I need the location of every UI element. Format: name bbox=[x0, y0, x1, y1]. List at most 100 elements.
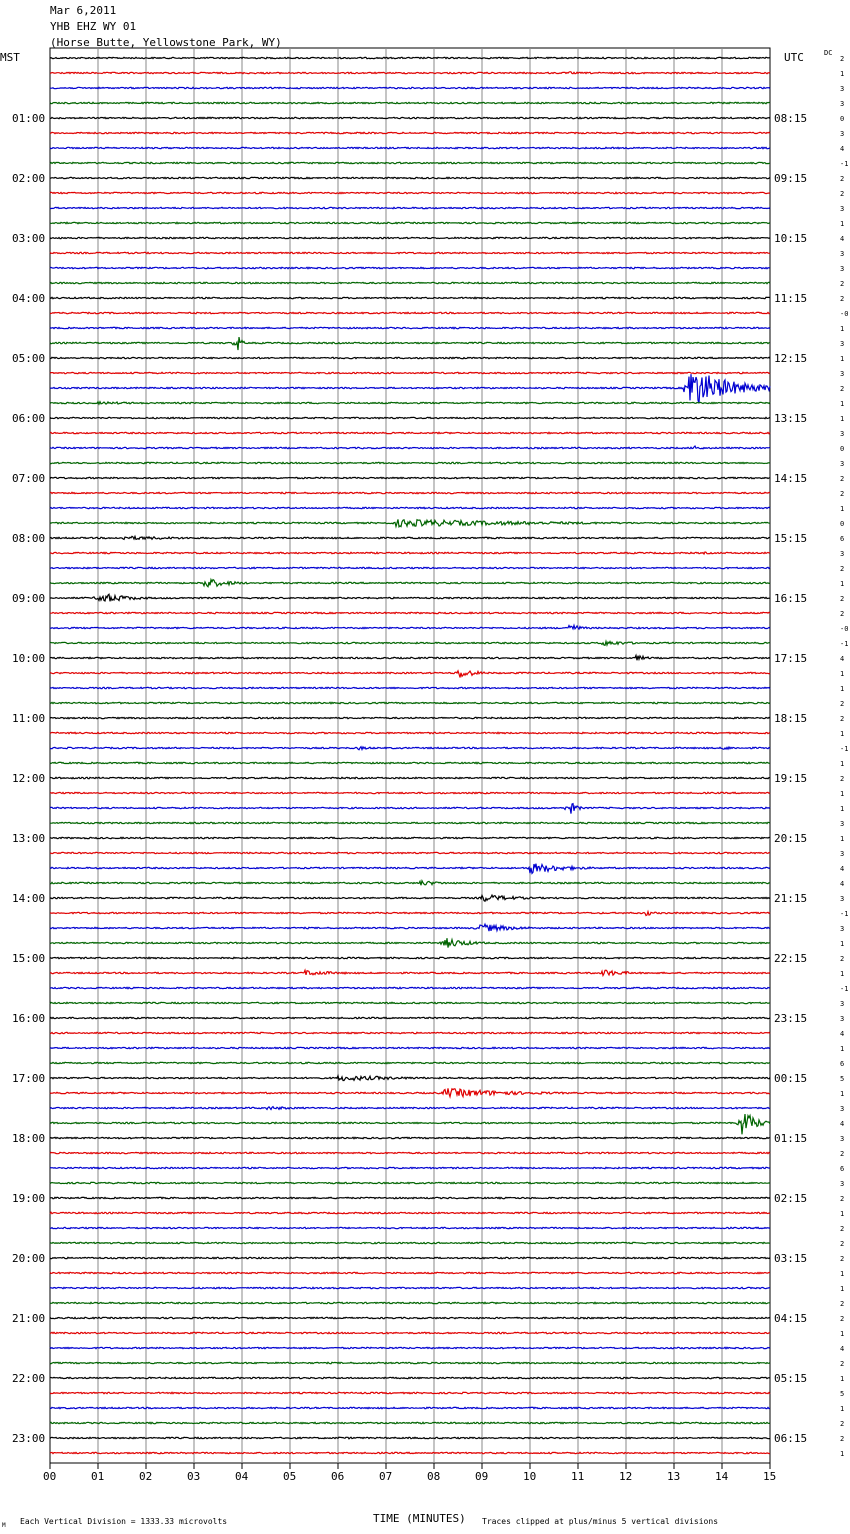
utc-hour-label: 04:15 bbox=[774, 1312, 807, 1325]
mst-hour-label: 06:00 bbox=[12, 412, 45, 425]
trace-line bbox=[49, 745, 771, 752]
dc-offset-label: 1 bbox=[840, 1090, 844, 1098]
mst-hour-label: 22:00 bbox=[12, 1372, 45, 1385]
trace-line bbox=[49, 1286, 771, 1290]
dc-offset-label: 1 bbox=[840, 970, 844, 978]
trace-line bbox=[49, 1436, 770, 1440]
trace-line bbox=[49, 761, 771, 765]
trace-line bbox=[49, 922, 771, 933]
trace-line bbox=[49, 593, 771, 603]
trace-line bbox=[49, 518, 771, 529]
dc-offset-label: 4 bbox=[840, 1120, 844, 1128]
dc-offset-label: 2 bbox=[840, 1240, 844, 1248]
trace-line bbox=[49, 1031, 771, 1035]
dc-offset-label: 2 bbox=[840, 1315, 844, 1323]
trace-line bbox=[50, 821, 771, 825]
trace-line bbox=[49, 191, 771, 195]
trace-line bbox=[49, 356, 771, 360]
dc-offset-label: 1 bbox=[840, 1285, 844, 1293]
mst-hour-label: 23:00 bbox=[12, 1432, 45, 1445]
trace-line bbox=[49, 1406, 771, 1410]
dc-offset-label: 4 bbox=[840, 235, 844, 243]
trace-line bbox=[49, 1046, 771, 1050]
dc-offset-label: 2 bbox=[840, 1255, 844, 1263]
x-tick-label: 12 bbox=[619, 1470, 632, 1483]
trace-line bbox=[49, 937, 771, 948]
trace-line bbox=[49, 1451, 771, 1455]
trace-line bbox=[49, 731, 771, 735]
utc-hour-label: 23:15 bbox=[774, 1012, 807, 1025]
trace-line bbox=[49, 161, 771, 165]
utc-hour-label: 20:15 bbox=[774, 832, 807, 845]
x-tick-label: 13 bbox=[667, 1470, 680, 1483]
dc-offset-label: 3 bbox=[840, 370, 844, 378]
dc-offset-label: 1 bbox=[840, 1045, 844, 1053]
mst-hour-label: 14:00 bbox=[12, 892, 45, 905]
utc-hour-label: 06:15 bbox=[774, 1432, 807, 1445]
dc-offset-label: 1 bbox=[840, 1375, 844, 1383]
utc-hour-label: 00:15 bbox=[774, 1072, 807, 1085]
trace-line bbox=[49, 236, 771, 240]
dc-offset-label: 3 bbox=[840, 1105, 844, 1113]
dc-offset-label: 0 bbox=[840, 520, 844, 528]
dc-offset-label: 1 bbox=[840, 835, 844, 843]
dc-offset-label: 1 bbox=[840, 70, 844, 78]
dc-offset-label: 1 bbox=[840, 940, 844, 948]
dc-offset-label: 3 bbox=[840, 895, 844, 903]
trace-line bbox=[50, 551, 771, 556]
plot-date: Mar 6,2011 bbox=[50, 4, 117, 17]
mst-hour-label: 19:00 bbox=[12, 1192, 45, 1205]
dc-offset-label: 3 bbox=[840, 820, 844, 828]
dc-offset-label: 3 bbox=[840, 430, 844, 438]
trace-line bbox=[49, 1346, 771, 1350]
dc-offset-label: 4 bbox=[840, 655, 844, 663]
dc-offset-label: 1 bbox=[840, 760, 844, 768]
minute-grid bbox=[49, 47, 771, 1464]
dc-offset-label: 1 bbox=[840, 730, 844, 738]
dc-offset-label: 3 bbox=[840, 340, 844, 348]
trace-line bbox=[49, 266, 771, 270]
dc-offset-label: 1 bbox=[840, 1270, 844, 1278]
trace-line bbox=[50, 909, 771, 917]
trace-line bbox=[49, 326, 771, 330]
dc-offset-label: 6 bbox=[840, 1060, 844, 1068]
dc-offset-label: -0 bbox=[840, 310, 848, 318]
dc-offset-label: 0 bbox=[840, 445, 844, 453]
trace-line bbox=[49, 776, 771, 780]
x-tick-label: 15 bbox=[763, 1470, 776, 1483]
x-tick-label: 11 bbox=[571, 1470, 584, 1483]
trace-line bbox=[49, 296, 771, 300]
dc-offset-label: 3 bbox=[840, 100, 844, 108]
utc-axis-label: UTC bbox=[784, 51, 804, 64]
utc-hour-label: 19:15 bbox=[774, 772, 807, 785]
trace-line bbox=[49, 251, 771, 255]
trace-line bbox=[49, 1241, 770, 1245]
trace-line bbox=[49, 623, 771, 631]
trace-line bbox=[49, 371, 771, 375]
mst-hour-label: 11:00 bbox=[12, 712, 45, 725]
utc-hour-label: 21:15 bbox=[774, 892, 807, 905]
dc-offset-label: -1 bbox=[840, 160, 848, 168]
dc-offset-label: 2 bbox=[840, 295, 844, 303]
trace-line bbox=[49, 1001, 771, 1005]
dc-offset-label: 4 bbox=[840, 1345, 844, 1353]
dc-offset-label: 1 bbox=[840, 1450, 844, 1458]
trace-line bbox=[49, 86, 771, 90]
trace-line bbox=[49, 534, 771, 541]
trace-line bbox=[49, 281, 771, 285]
x-tick-label: 02 bbox=[139, 1470, 152, 1483]
trace-line bbox=[49, 1016, 771, 1020]
dc-offset-label: 2 bbox=[840, 610, 844, 618]
trace-line bbox=[49, 1151, 771, 1155]
trace-line bbox=[49, 311, 771, 315]
trace-line bbox=[49, 461, 771, 465]
trace-line bbox=[50, 1376, 771, 1380]
trace-line bbox=[49, 802, 771, 814]
x-tick-label: 09 bbox=[475, 1470, 488, 1483]
dc-offset-label: 3 bbox=[840, 850, 844, 858]
dc-axis-label: DC bbox=[824, 49, 832, 57]
utc-hour-label: 01:15 bbox=[774, 1132, 807, 1145]
trace-line bbox=[49, 1061, 771, 1065]
trace-line bbox=[49, 101, 771, 105]
